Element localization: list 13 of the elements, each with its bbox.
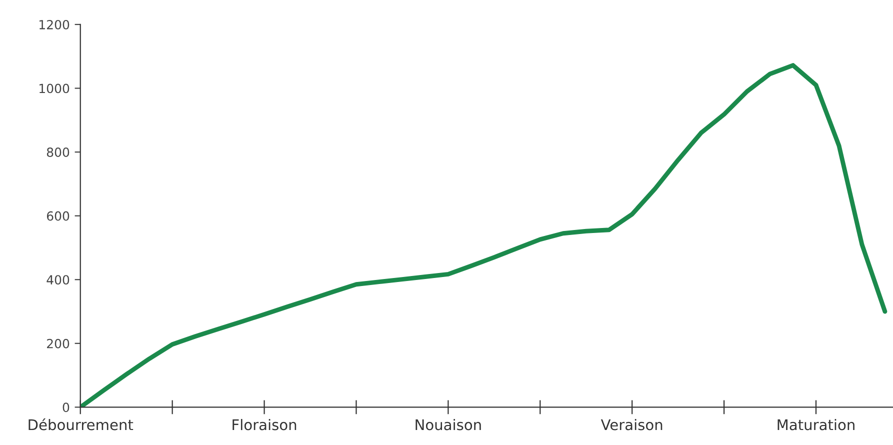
y-tick-label: 0 <box>62 402 70 412</box>
y-tick-label: 1200 <box>40 20 70 30</box>
x-tick-label: Veraison <box>600 418 662 430</box>
y-tick-label: 1000 <box>40 84 70 94</box>
x-tick-label: Débourrement <box>28 418 134 430</box>
line-series <box>80 63 888 408</box>
y-tick-label: 800 <box>46 148 70 157</box>
y-tick-label: 400 <box>46 275 70 285</box>
x-tick-label: Maturation <box>778 418 854 430</box>
x-tick-label: Nouaison <box>416 418 481 430</box>
y-tick-label: 200 <box>47 338 70 348</box>
y-tick-label: 600 <box>46 211 70 221</box>
x-tick-label: Floraison <box>232 418 296 430</box>
